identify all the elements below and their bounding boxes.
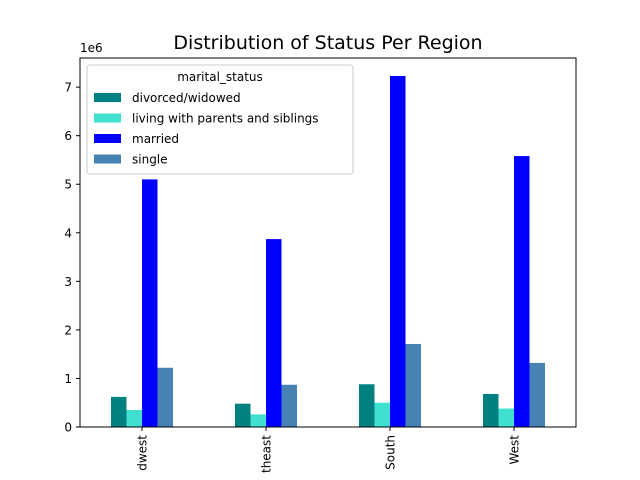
y-tick-label: 5 [64,178,72,192]
y-tick-label: 2 [64,323,72,337]
bar [281,384,297,427]
legend-label: married [132,132,179,146]
y-tick-label: 6 [64,129,72,143]
legend-swatch [94,93,121,102]
bar [483,393,499,427]
legend-swatch [94,134,121,143]
legend-swatch [94,113,121,123]
legend-box [86,64,354,175]
chart-title: Distribution of Status Per Region [173,32,482,54]
y-axis-scale-label: 1e6 [80,41,103,55]
bar [390,75,406,427]
bars-layer [111,75,545,428]
bar [514,156,530,428]
y-tick-label: 1 [64,372,72,386]
legend-label: divorced/widowed [132,91,241,105]
y-tick-label: 0 [64,421,72,435]
x-tick-label: West [508,435,522,465]
x-tick-label: dwest [136,435,150,471]
bar [142,179,158,427]
bar [529,362,545,427]
x-tick-label: theast [260,435,274,473]
bar [405,343,421,427]
plot-frame [79,57,577,428]
x-tick-label: South [384,435,398,470]
bar [235,403,251,427]
y-tick-label: 3 [64,275,72,289]
legend-label: single [132,153,168,167]
axes-layer: 0 1 2 3 4 5 6 7 dwest theast South West [64,57,577,473]
bar [498,408,514,427]
bar [126,410,142,427]
bar [111,396,127,427]
legend-label: living with parents and siblings [132,112,319,126]
bar [374,402,390,427]
bar [266,239,282,427]
legend-swatch [94,154,121,164]
bar [250,414,266,427]
y-tick-label: 7 [64,81,72,95]
bar [359,384,375,427]
legend-title: marital_status [177,70,263,84]
bar [157,367,173,427]
legend: marital_status divorced/widowed living wit… [86,64,354,175]
y-tick-label: 4 [64,226,72,240]
